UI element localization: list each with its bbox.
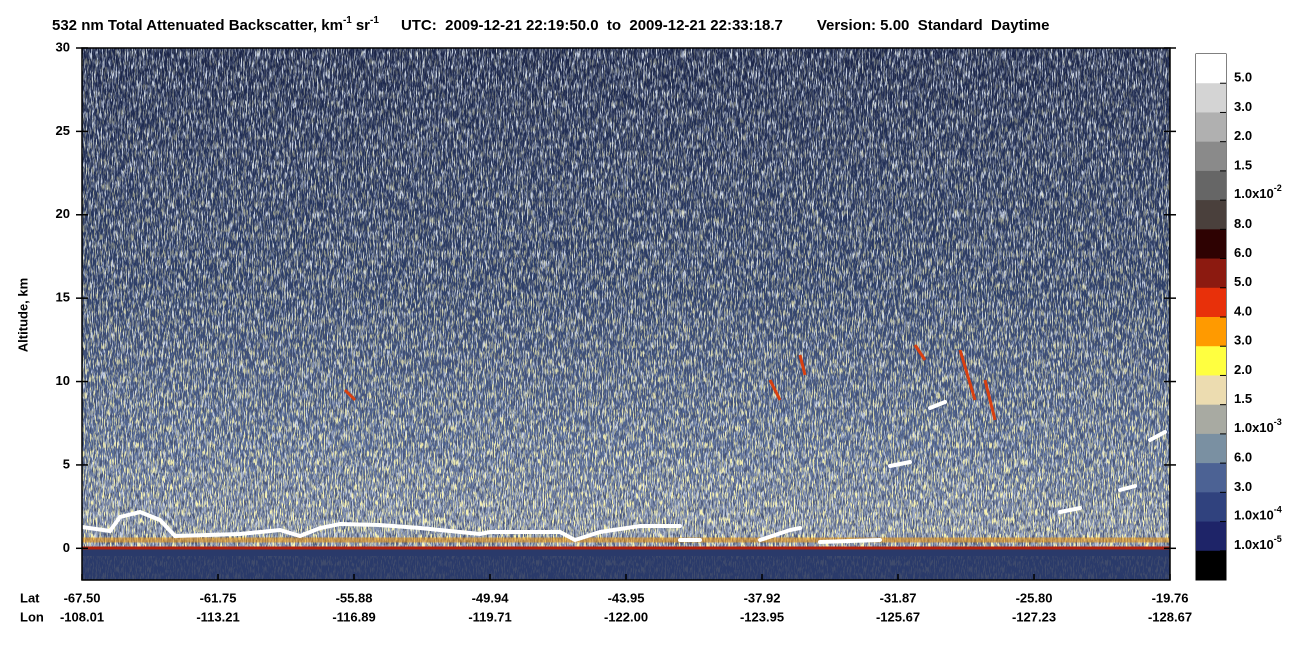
x-tick-lat: -49.94: [472, 590, 510, 605]
lon-label: Lon: [20, 609, 44, 624]
colorbar-swatch: [1196, 433, 1226, 464]
y-tick-label: 0: [63, 540, 70, 555]
colorbar-label-exp: -2: [1274, 183, 1282, 193]
x-tick-lon: -116.89: [332, 609, 375, 624]
x-tick-lon: -123.95: [740, 609, 784, 624]
colorbar-label-base: 1.0x10: [1234, 187, 1274, 202]
colorbar-swatch: [1196, 112, 1226, 143]
colorbar-label: 1.0x10-3: [1234, 417, 1282, 435]
x-tick-lat: -19.76: [1152, 590, 1189, 605]
y-axis-label: Altitude, km: [15, 278, 30, 352]
x-tick-lon: -127.23: [1012, 609, 1056, 624]
y-tick-label: 5: [63, 456, 70, 471]
colorbar-swatch: [1196, 317, 1226, 347]
colorbar-label: 1.0x10-2: [1234, 183, 1282, 201]
colorbar-swatch: [1196, 492, 1226, 523]
cloud-layer: [80, 400, 1167, 544]
colorbar-label: 6.0: [1234, 245, 1252, 260]
colorbar-swatch: [1196, 170, 1226, 201]
colorbar-swatch: [1196, 375, 1226, 406]
colorbar-swatch: [1196, 550, 1226, 581]
colorbar-swatch: [1196, 83, 1226, 113]
x-tick-lat: -43.95: [608, 590, 645, 605]
x-tick-lat: -61.75: [200, 590, 237, 605]
colorbar-label-exp: -4: [1274, 505, 1282, 515]
x-tick-lon: -122.00: [604, 609, 648, 624]
y-tick-label: 20: [56, 206, 70, 221]
colorbar-swatch: [1196, 258, 1226, 289]
y-tick-label: 25: [56, 123, 70, 138]
x-tick-lat: -31.87: [880, 590, 917, 605]
colorbar-label: 2.0: [1234, 362, 1252, 377]
x-tick-lon: -128.67: [1148, 609, 1192, 624]
x-tick-lon: -119.71: [468, 609, 511, 624]
y-tick-label: 15: [56, 290, 70, 305]
colorbar-swatch: [1196, 54, 1226, 84]
colorbar-label: 1.0x10-4: [1234, 505, 1282, 523]
colorbar-label: 8.0: [1234, 216, 1252, 231]
colorbar-swatch: [1196, 346, 1226, 376]
texture: [82, 48, 1170, 548]
colorbar-swatch: [1196, 404, 1226, 435]
colorbar-label: 6.0: [1234, 450, 1252, 465]
colorbar-label: 5.0: [1234, 70, 1252, 85]
chart-title: 532 nm Total Attenuated Backscatter, km-…: [52, 15, 1049, 34]
x-tick-lat: -37.92: [744, 590, 781, 605]
colorbar-label: 3.0: [1234, 99, 1252, 114]
x-tick-lon: -113.21: [196, 609, 239, 624]
colorbar-swatch: [1196, 287, 1226, 318]
colorbar-label: 1.5: [1234, 157, 1252, 172]
colorbar-label: 2.0: [1234, 128, 1252, 143]
colorbar-label-base: 1.0x10: [1234, 537, 1274, 552]
colorbar-swatch: [1196, 141, 1226, 172]
x-tick-lat: -55.88: [336, 590, 373, 605]
x-tick-lat: -25.80: [1016, 590, 1053, 605]
colorbar-label: 1.5: [1234, 391, 1252, 406]
cloud-layer: [343, 344, 997, 421]
colorbar-label: 5.0: [1234, 274, 1252, 289]
y-tick-label: 30: [56, 39, 70, 54]
colorbar-label-base: 1.0x10: [1234, 420, 1274, 435]
lat-label: Lat: [20, 590, 40, 605]
colorbar-swatch: [1196, 521, 1226, 552]
colorbar-swatch: [1196, 229, 1226, 260]
colorbar-swatch: [1196, 463, 1226, 493]
colorbar-label-exp: -5: [1274, 534, 1282, 544]
plot-area: [80, 47, 1171, 581]
colorbar-label: 3.0: [1234, 333, 1252, 348]
y-tick-label: 10: [56, 373, 70, 388]
colorbar-label-base: 1.0x10: [1234, 508, 1274, 523]
colorbar-label: 3.0: [1234, 479, 1252, 494]
x-tick-lat: -67.50: [64, 590, 101, 605]
colorbar-label-exp: -3: [1274, 417, 1282, 427]
colorbar-swatch: [1196, 200, 1226, 230]
colorbar-label: 1.0x10-5: [1234, 534, 1282, 552]
colorbar-label: 4.0: [1234, 303, 1252, 318]
x-tick-lon: -125.67: [876, 609, 920, 624]
x-tick-lon: -108.01: [60, 609, 104, 624]
